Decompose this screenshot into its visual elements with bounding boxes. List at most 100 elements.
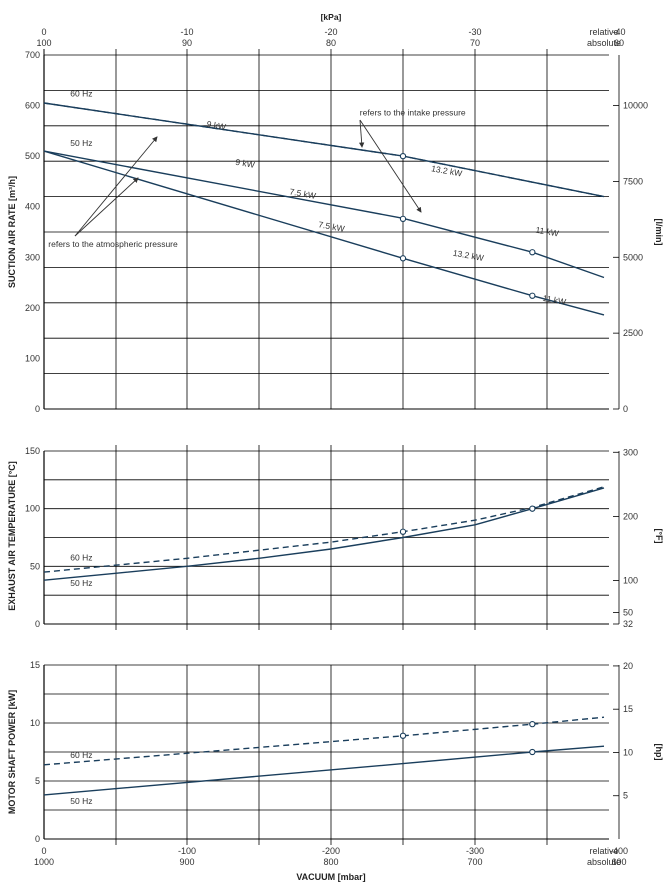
frequency-label: 60 Hz bbox=[70, 750, 92, 760]
operating-point-marker bbox=[529, 292, 536, 299]
series-line-60-hz bbox=[43, 486, 605, 573]
y-tick-label: 700 bbox=[25, 50, 40, 60]
bottom-tick-relative: -100 bbox=[178, 846, 196, 856]
operating-point-marker bbox=[529, 721, 536, 728]
right-y-tick-label: 50 bbox=[623, 607, 633, 617]
power-rating-label: 7.5 kW bbox=[289, 186, 317, 200]
y-tick-label: 50 bbox=[30, 561, 40, 571]
right-y-tick-label: 10000 bbox=[623, 101, 648, 111]
temp-ylabel: EXHAUST AIR TEMPERATURE [°C] bbox=[7, 461, 17, 611]
frequency-label: 50 Hz bbox=[70, 578, 92, 588]
y-tick-label: 500 bbox=[25, 151, 40, 161]
top-tick-absolute: 60 bbox=[614, 38, 624, 48]
y-tick-label: 600 bbox=[25, 101, 40, 111]
bottom-tick-absolute: 1000 bbox=[34, 857, 54, 867]
power-ylabel: MOTOR SHAFT POWER [kW] bbox=[7, 690, 17, 814]
top-tick-absolute: 100 bbox=[36, 38, 51, 48]
power-ylabel-right: [hp] bbox=[654, 744, 664, 761]
bottom-tick-absolute: 600 bbox=[611, 857, 626, 867]
bottom-tick-relative: 0 bbox=[41, 846, 46, 856]
bottom-tick-relative: relative bbox=[589, 846, 618, 856]
y-tick-label: 150 bbox=[25, 446, 40, 456]
power-rating-label: 11 kW bbox=[535, 225, 560, 239]
operating-point-marker bbox=[529, 505, 536, 512]
operating-point-marker bbox=[399, 732, 407, 739]
top-tick-absolute: 70 bbox=[470, 38, 480, 48]
operating-point-marker bbox=[529, 748, 536, 756]
annotation-label: refers to the intake pressure bbox=[360, 108, 466, 118]
bottom-tick-relative: -400 bbox=[610, 846, 628, 856]
series-line-60-hz bbox=[43, 716, 605, 766]
series-line-60-hz-atmospheric bbox=[43, 102, 605, 198]
right-y-tick-label: 5 bbox=[623, 791, 628, 801]
x-axis-title: VACUUM [mbar] bbox=[296, 872, 365, 882]
bottom-tick-absolute: 700 bbox=[467, 857, 482, 867]
bottom-tick-relative: -200 bbox=[322, 846, 340, 856]
y-tick-label: 0 bbox=[35, 404, 40, 414]
series-line-50-hz-atmospheric bbox=[43, 150, 605, 279]
motor-shaft-power-panel: 0 5 10 15 5 10 15 20 60 Hz 50 Hz bbox=[30, 660, 633, 845]
exhaust-air-temperature-panel: 0 50 100 150 32 50 100 200 300 60 Hz 50 Hz bbox=[25, 445, 638, 630]
right-y-tick-label: 32 bbox=[623, 619, 633, 629]
right-y-tick-label: 10 bbox=[623, 747, 633, 757]
y-tick-label: 100 bbox=[25, 504, 40, 514]
top-tick-relative: -40 bbox=[612, 27, 625, 37]
top-tick-relative: relative bbox=[589, 27, 618, 37]
bottom-tick-absolute: 800 bbox=[323, 857, 338, 867]
annotation-leader-arrow bbox=[74, 136, 158, 237]
right-y-tick-label: 15 bbox=[623, 704, 633, 714]
frequency-label: 60 Hz bbox=[70, 88, 92, 98]
operating-point-marker bbox=[399, 528, 407, 535]
y-tick-label: 5 bbox=[35, 776, 40, 786]
y-tick-label: 0 bbox=[35, 834, 40, 844]
frequency-label: 50 Hz bbox=[70, 138, 92, 148]
right-y-tick-label: 200 bbox=[623, 511, 638, 521]
right-y-tick-label: 2500 bbox=[623, 328, 643, 338]
annotation-leader-arrow bbox=[359, 119, 422, 213]
y-tick-label: 200 bbox=[25, 303, 40, 313]
series-line-60-hz-intake bbox=[43, 102, 605, 198]
operating-point-marker bbox=[399, 152, 407, 160]
y-tick-label: 0 bbox=[35, 619, 40, 629]
top-tick-relative: -30 bbox=[468, 27, 481, 37]
power-rating-label: 9 kW bbox=[206, 119, 227, 132]
top-tick-relative: 0 bbox=[41, 27, 46, 37]
annotation-label: refers to the atmospheric pressure bbox=[48, 239, 178, 249]
bottom-tick-absolute: absolute bbox=[587, 857, 621, 867]
frequency-label: 50 Hz bbox=[70, 796, 92, 806]
top-tick-relative: -10 bbox=[180, 27, 193, 37]
frequency-label: 60 Hz bbox=[70, 553, 92, 563]
power-rating-label: 9 kW bbox=[235, 157, 256, 170]
right-y-tick-label: 100 bbox=[623, 575, 638, 585]
y-tick-label: 400 bbox=[25, 202, 40, 212]
power-rating-label: 7.5 kW bbox=[318, 219, 346, 233]
temp-ylabel-right: [°F] bbox=[654, 528, 664, 543]
flow-ylabel-right: [l/min] bbox=[654, 219, 664, 246]
operating-point-marker bbox=[399, 215, 407, 223]
right-y-tick-label: 7500 bbox=[623, 176, 643, 186]
y-tick-label: 10 bbox=[30, 718, 40, 728]
annotation-leader-arrow bbox=[358, 119, 365, 148]
operating-point-marker bbox=[399, 255, 407, 262]
right-y-tick-label: 20 bbox=[623, 661, 633, 671]
top-axis-unit: [kPa] bbox=[321, 12, 342, 22]
power-rating-label: 13.2 kW bbox=[430, 163, 462, 178]
right-y-tick-label: 0 bbox=[623, 404, 628, 414]
series-line-50-hz bbox=[43, 745, 605, 796]
right-y-tick-label: 5000 bbox=[623, 252, 643, 262]
series-line-50-hz bbox=[43, 487, 605, 581]
y-tick-label: 100 bbox=[25, 353, 40, 363]
top-tick-absolute: 90 bbox=[182, 38, 192, 48]
flow-ylabel: SUCTION AIR RATE [m³/h] bbox=[7, 176, 17, 288]
bottom-tick-relative: -300 bbox=[466, 846, 484, 856]
y-tick-label: 15 bbox=[30, 660, 40, 670]
top-tick-relative: -20 bbox=[324, 27, 337, 37]
power-rating-label: 11 kW bbox=[542, 293, 567, 307]
y-tick-label: 300 bbox=[25, 252, 40, 262]
right-y-tick-label: 300 bbox=[623, 447, 638, 457]
annotation-leader-arrow bbox=[74, 177, 139, 237]
bottom-tick-absolute: 900 bbox=[179, 857, 194, 867]
power-rating-label: 13.2 kW bbox=[452, 248, 484, 263]
